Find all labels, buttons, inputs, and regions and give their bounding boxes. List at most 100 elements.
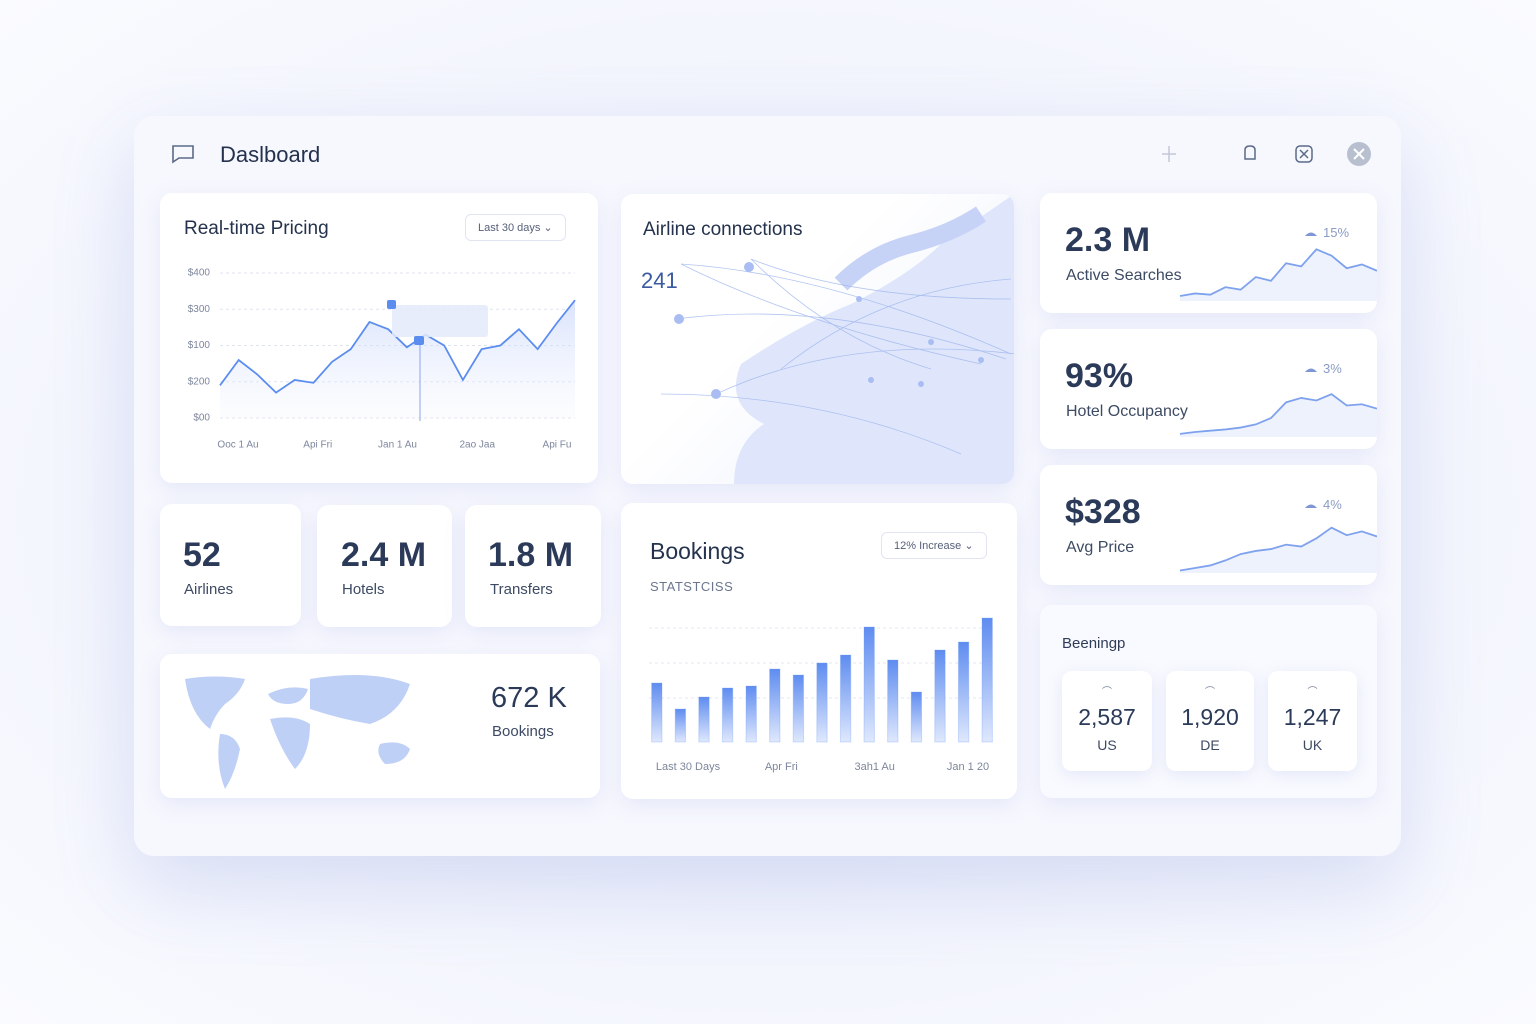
bookings-chart: Last 30 Days Apr Fri 3ah1 Au Jan 1 20 [649,617,993,773]
connections-card: Airline connections 241 [621,194,1014,484]
change-icon [1305,504,1317,508]
x-tick-label: Apr Fri [765,761,798,773]
kpi-value: $328 [1065,493,1141,531]
x-tick-label: Ooc 1 Au [217,440,258,451]
bar [863,626,875,743]
y-tick-label: $200 [188,376,211,387]
range-dropdown[interactable]: 12% Increase ⌄ [881,532,987,559]
kpi-change: 15% [1323,225,1350,240]
range-label: 12% Increase [894,540,962,552]
region-tile: ⌒ 1,920 DE [1166,671,1254,771]
sparkline [1179,368,1377,437]
pricing-card: Real-time Pricing Last 30 days ⌄ $400 $30… [160,193,598,483]
stat-value: 1.8 M [488,536,574,574]
sparkline [1179,232,1377,301]
world-card: 672 K Bookings [160,654,600,798]
header-icons [1162,142,1371,166]
line [219,299,576,394]
stat-value: 2.4 M [341,536,427,574]
marker [387,300,396,309]
y-tick-label: $100 [188,340,211,351]
region-label: US [1097,737,1117,753]
stat-card: 52 Airlines [160,504,301,626]
connections-value: 241 [641,268,678,293]
bar [981,617,993,743]
world-label: Bookings [492,723,554,740]
change-icon [1305,232,1317,236]
card-title: Real-time Pricing [184,218,329,239]
logo-icon [172,145,194,164]
bar [745,685,757,743]
line-area [1180,527,1377,573]
add-icon[interactable] [1162,146,1176,162]
region-value: 2,587 [1078,704,1136,730]
card-title: Beeningp [1062,635,1126,652]
tooltip [392,305,488,337]
region-tile: ⌒ 2,587 US [1062,671,1152,771]
kpi-label: Active Searches [1066,267,1182,284]
kpi-change: 3% [1323,361,1342,376]
bar [910,691,923,743]
regions-card: Beeningp ⌒ 2,587 US ⌒ 1,920 DE ⌒ 1,247 U… [1040,605,1377,798]
settings-icon[interactable] [1295,145,1313,163]
bar [887,659,899,743]
range-label: Last 30 days [478,222,541,234]
stat-label: Airlines [184,581,234,598]
bar [839,654,852,743]
stat-label: Transfers [490,581,553,598]
stat-card: 2.4 M Hotels [317,505,452,627]
bar [816,662,828,743]
kpi-label: Avg Price [1066,539,1135,556]
line [1179,393,1377,435]
kpi-card: 2.3 M Active Searches 15% [1040,193,1377,313]
y-tick-label: $400 [188,268,211,279]
dashboard-panel: Daslboard Real-time Pricing Last 30 days… [134,116,1401,856]
line-area [220,300,575,418]
x-tick-label: Jan 1 Au [378,440,417,451]
x-tick-label: 3ah1 Au [854,761,894,773]
bar [769,668,781,743]
marker [414,336,424,345]
line [1179,248,1377,297]
kpi-change: 4% [1323,497,1342,512]
bar [934,649,946,743]
bar [721,687,734,743]
sparkline [1179,504,1377,573]
region-value: 1,920 [1181,704,1239,730]
region-value: 1,247 [1283,704,1342,730]
stat-label: Hotels [342,581,385,598]
y-tick-label: $00 [193,413,210,424]
pricing-chart: $400 $300 $100 $200 $00 Ooc 1 Au Api Fri Jan 1 … [188,268,576,451]
bookings-card: Bookings 12% Increase ⌄ STATSTCISS Last … [621,503,1017,799]
x-tick-label: Api Fri [303,440,332,451]
kpi-value: 93% [1065,357,1134,395]
bar [651,682,663,743]
line-area [1180,249,1377,301]
x-tick-label: 2ao Jaa [459,440,495,451]
kpi-card: 93% Hotel Occupancy 3% [1040,329,1377,449]
x-tick-label: Jan 1 20 [947,761,989,773]
bar [674,708,687,743]
kpi-label: Hotel Occupancy [1066,403,1188,420]
world-value: 672 K [491,682,567,714]
region-label: UK [1302,737,1323,753]
change-icon [1305,368,1317,372]
card-subtitle: STATSTCISS [650,579,734,594]
stat-card: 1.8 M Transfers [465,505,601,627]
header-title: Daslboard [220,142,321,167]
card-title: Airline connections [643,219,803,240]
card-title: Bookings [650,538,745,564]
region-tile: ⌒ 1,247 UK [1268,671,1357,771]
y-tick-label: $300 [188,304,211,315]
x-tick-label: Last 30 Days [656,761,721,773]
bar [792,674,805,743]
line-area [1180,394,1377,437]
stat-value: 52 [183,536,221,574]
bell-icon[interactable] [1244,145,1256,160]
connections-map [660,194,1014,484]
range-dropdown[interactable]: Last 30 days ⌄ [465,214,566,241]
region-label: DE [1200,737,1220,753]
world-map [185,675,410,789]
x-tick-label: Api Fu [543,440,572,451]
